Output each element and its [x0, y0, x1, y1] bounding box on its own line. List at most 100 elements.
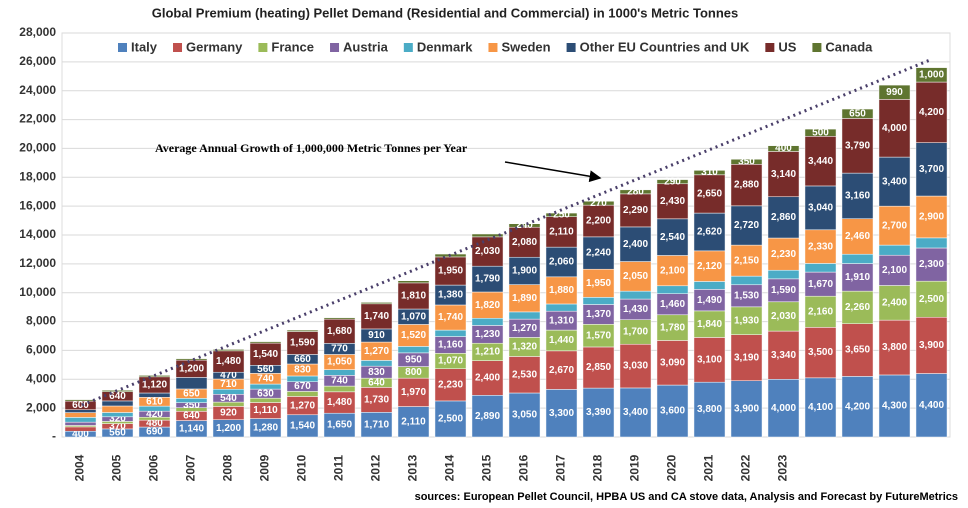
- data-label: 770: [331, 344, 348, 355]
- data-label: 1,740: [438, 312, 463, 323]
- data-label: 630: [257, 388, 274, 399]
- legend-label: Italy: [131, 39, 158, 54]
- data-label: 1,310: [549, 315, 574, 326]
- bar-segment: [619, 193, 652, 228]
- x-tick-label: 2017: [554, 454, 568, 481]
- data-label: 2,850: [586, 362, 611, 373]
- data-label: 1,840: [697, 319, 722, 330]
- bar-segment: [508, 256, 541, 285]
- bar-segment: [915, 316, 948, 374]
- bar-segment: [915, 373, 948, 438]
- bar-segment: [64, 421, 97, 426]
- bar-segment: [360, 412, 393, 438]
- data-label: 2,460: [845, 231, 870, 242]
- data-label: 920: [220, 408, 237, 419]
- data-label: 1,930: [734, 315, 759, 326]
- bar-segment: [656, 179, 689, 185]
- bar-segment: [841, 108, 874, 119]
- bar-segment: [730, 159, 763, 165]
- annotation-arrow: [504, 161, 602, 183]
- bar-segment: [730, 244, 763, 277]
- bar-segment: [286, 375, 319, 382]
- bar-segment: [397, 280, 430, 284]
- bar-segment: [656, 314, 689, 341]
- data-label: 1,210: [475, 347, 500, 358]
- data-label: 3,390: [586, 407, 611, 418]
- data-label: 1,440: [549, 335, 574, 346]
- bar-segment: [323, 385, 356, 393]
- data-label: 2,240: [586, 248, 611, 259]
- data-label: 2,880: [734, 180, 759, 191]
- legend-swatch: [765, 43, 775, 52]
- bar-segment: [656, 384, 689, 438]
- y-tick-label: 24,000: [19, 83, 56, 97]
- data-label: 2,330: [808, 241, 833, 252]
- x-tick-label: 2011: [332, 455, 346, 481]
- y-tick-label: 22,000: [19, 112, 56, 126]
- data-label: 2,290: [623, 205, 648, 216]
- bar-segment: [471, 236, 504, 267]
- bar-segment: [64, 426, 97, 432]
- bar-segment: [878, 84, 911, 100]
- data-label: 2,670: [549, 365, 574, 376]
- data-label: 1,070: [401, 311, 426, 322]
- data-label: 600: [72, 400, 89, 411]
- bar-segment: [878, 205, 911, 246]
- data-label: 2,530: [512, 369, 537, 380]
- data-label: 1,670: [808, 279, 833, 290]
- data-label: 420: [146, 409, 163, 420]
- bar-segment: [175, 358, 208, 361]
- x-tick-label: 2009: [258, 454, 272, 481]
- data-label: 3,600: [660, 406, 685, 417]
- bar-segment: [841, 253, 874, 264]
- x-tick-label: 2012: [369, 454, 383, 481]
- bar-segment: [582, 200, 615, 206]
- data-label: 1,050: [327, 357, 352, 368]
- data-label: 2,890: [475, 411, 500, 422]
- bar-segment: [360, 303, 393, 330]
- data-label: 2,230: [438, 379, 463, 390]
- data-label: 3,400: [882, 176, 907, 187]
- bar-segment: [360, 387, 393, 413]
- bar-segment: [471, 395, 504, 438]
- data-label: 3,650: [845, 345, 870, 356]
- bar-segment: [841, 172, 874, 219]
- data-label: 350: [738, 156, 755, 167]
- source: sources: European Pellet Council, HPBA U…: [415, 491, 958, 503]
- data-label: 2,500: [438, 414, 463, 425]
- data-label: 710: [220, 379, 237, 390]
- bar-segment: [582, 346, 615, 389]
- data-label: 1,270: [512, 323, 537, 334]
- data-label: 540: [220, 393, 237, 404]
- data-label: 1,810: [401, 291, 426, 302]
- data-label: 2,260: [845, 302, 870, 313]
- chart-title: Global Premium (heating) Pellet Demand (…: [152, 5, 739, 20]
- data-label: 1,120: [142, 380, 167, 391]
- data-label: 1,370: [586, 309, 611, 320]
- data-label: 740: [331, 375, 348, 386]
- data-label: 660: [294, 354, 311, 365]
- data-label: 3,800: [882, 342, 907, 353]
- bar-segment: [360, 302, 393, 305]
- legend-swatch: [330, 43, 340, 52]
- bar-segment: [878, 254, 911, 286]
- bar-segment: [804, 327, 837, 379]
- data-label: 3,340: [771, 350, 796, 361]
- bar-segment: [323, 318, 356, 344]
- data-label: 2,300: [919, 259, 944, 270]
- bar-segment: [804, 377, 837, 438]
- bar-segment: [64, 412, 97, 418]
- data-label: 470: [220, 370, 237, 381]
- data-label: 280: [627, 186, 644, 197]
- data-label: 3,090: [660, 357, 685, 368]
- data-label: 2,900: [919, 212, 944, 223]
- data-label: 2,200: [586, 216, 611, 227]
- data-label: 4,000: [771, 403, 796, 414]
- bar-segment: [915, 237, 948, 249]
- x-tick-label: 2010: [295, 454, 309, 481]
- data-label: 1,710: [364, 419, 389, 430]
- data-label: 800: [405, 367, 422, 378]
- data-label: 4,100: [808, 402, 833, 413]
- data-label: 1,890: [512, 293, 537, 304]
